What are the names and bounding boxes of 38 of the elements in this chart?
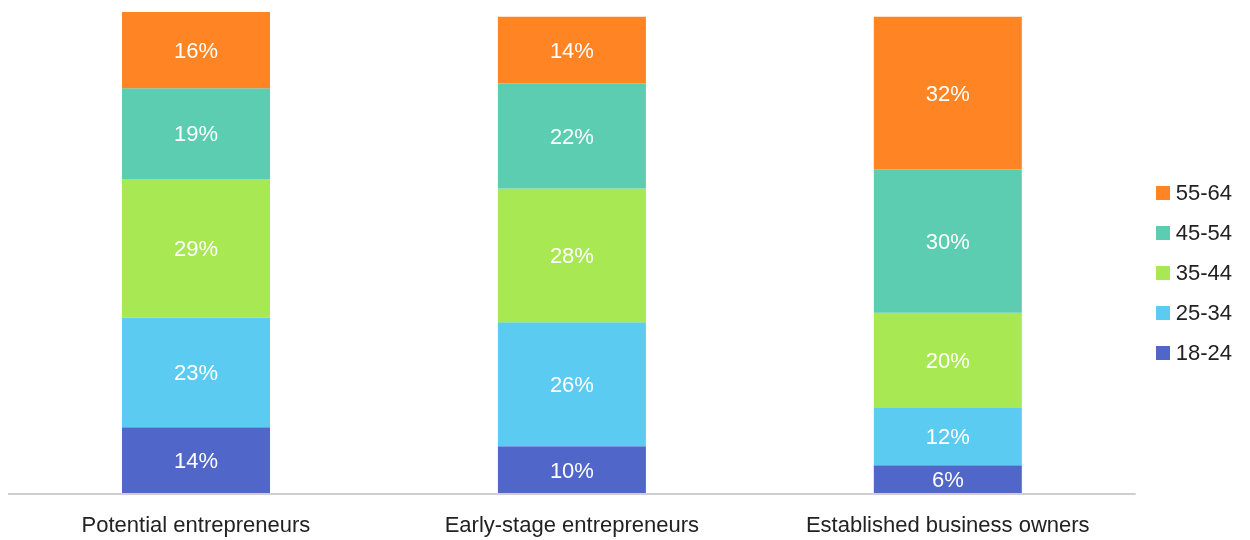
data-label: 19% (173, 121, 219, 147)
bar (497, 16, 646, 84)
bar (873, 312, 1022, 409)
legend-label: 35-44 (1175, 260, 1232, 286)
data-label: 14% (173, 448, 219, 474)
legend-label: 25-34 (1175, 300, 1232, 326)
bar (873, 408, 1022, 466)
bar (497, 83, 646, 189)
x-tick-label: Established business owners (805, 511, 1090, 537)
data-label: 6% (931, 467, 964, 493)
bar (497, 446, 646, 494)
bar (873, 169, 1022, 313)
data-label: 30% (925, 228, 970, 254)
data-label: 26% (549, 371, 594, 397)
x-tick-label: Potential entrepreneurs (81, 511, 311, 537)
legend-label: 45-54 (1175, 220, 1232, 246)
data-label: 22% (549, 123, 594, 149)
bar (122, 88, 270, 180)
data-label: 16% (173, 37, 219, 63)
bar (497, 188, 646, 323)
data-label: 29% (173, 235, 219, 261)
data-label: 12% (925, 424, 970, 450)
bar (122, 12, 270, 89)
data-label: 14% (549, 37, 594, 63)
bar (873, 16, 1022, 170)
legend-label: 18-24 (1175, 340, 1232, 366)
data-label: 10% (549, 457, 594, 483)
bar (122, 427, 270, 494)
bar (497, 322, 646, 447)
data-label: 20% (925, 347, 970, 373)
bar (122, 179, 270, 318)
data-label: 28% (549, 242, 594, 268)
x-tick-label: Early-stage entrepreneurs (444, 511, 700, 537)
data-label: 23% (173, 359, 219, 385)
legend-label: 55-64 (1175, 180, 1232, 206)
bar (873, 465, 1022, 494)
data-label: 32% (925, 80, 970, 106)
bar (122, 317, 270, 428)
